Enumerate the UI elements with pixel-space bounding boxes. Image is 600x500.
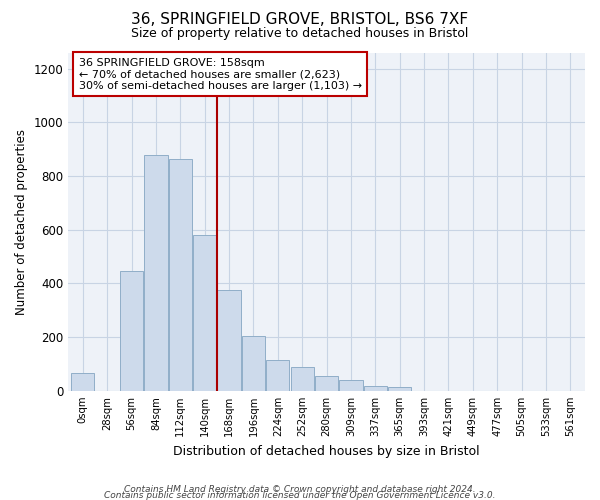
Bar	[266, 360, 289, 391]
Y-axis label: Number of detached properties: Number of detached properties	[15, 128, 28, 314]
Bar	[145, 154, 167, 391]
Bar	[340, 380, 362, 391]
Bar	[315, 376, 338, 391]
Bar	[388, 387, 412, 391]
Bar	[120, 272, 143, 391]
Text: Contains public sector information licensed under the Open Government Licence v3: Contains public sector information licen…	[104, 491, 496, 500]
Bar	[242, 336, 265, 391]
Bar	[193, 235, 216, 391]
Bar	[290, 368, 314, 391]
Bar	[364, 386, 387, 391]
Text: Contains HM Land Registry data © Crown copyright and database right 2024.: Contains HM Land Registry data © Crown c…	[124, 485, 476, 494]
Bar	[169, 158, 192, 391]
X-axis label: Distribution of detached houses by size in Bristol: Distribution of detached houses by size …	[173, 444, 480, 458]
Bar	[71, 374, 94, 391]
Text: Size of property relative to detached houses in Bristol: Size of property relative to detached ho…	[131, 28, 469, 40]
Text: 36, SPRINGFIELD GROVE, BRISTOL, BS6 7XF: 36, SPRINGFIELD GROVE, BRISTOL, BS6 7XF	[131, 12, 469, 28]
Text: 36 SPRINGFIELD GROVE: 158sqm
← 70% of detached houses are smaller (2,623)
30% of: 36 SPRINGFIELD GROVE: 158sqm ← 70% of de…	[79, 58, 362, 91]
Bar	[217, 290, 241, 391]
